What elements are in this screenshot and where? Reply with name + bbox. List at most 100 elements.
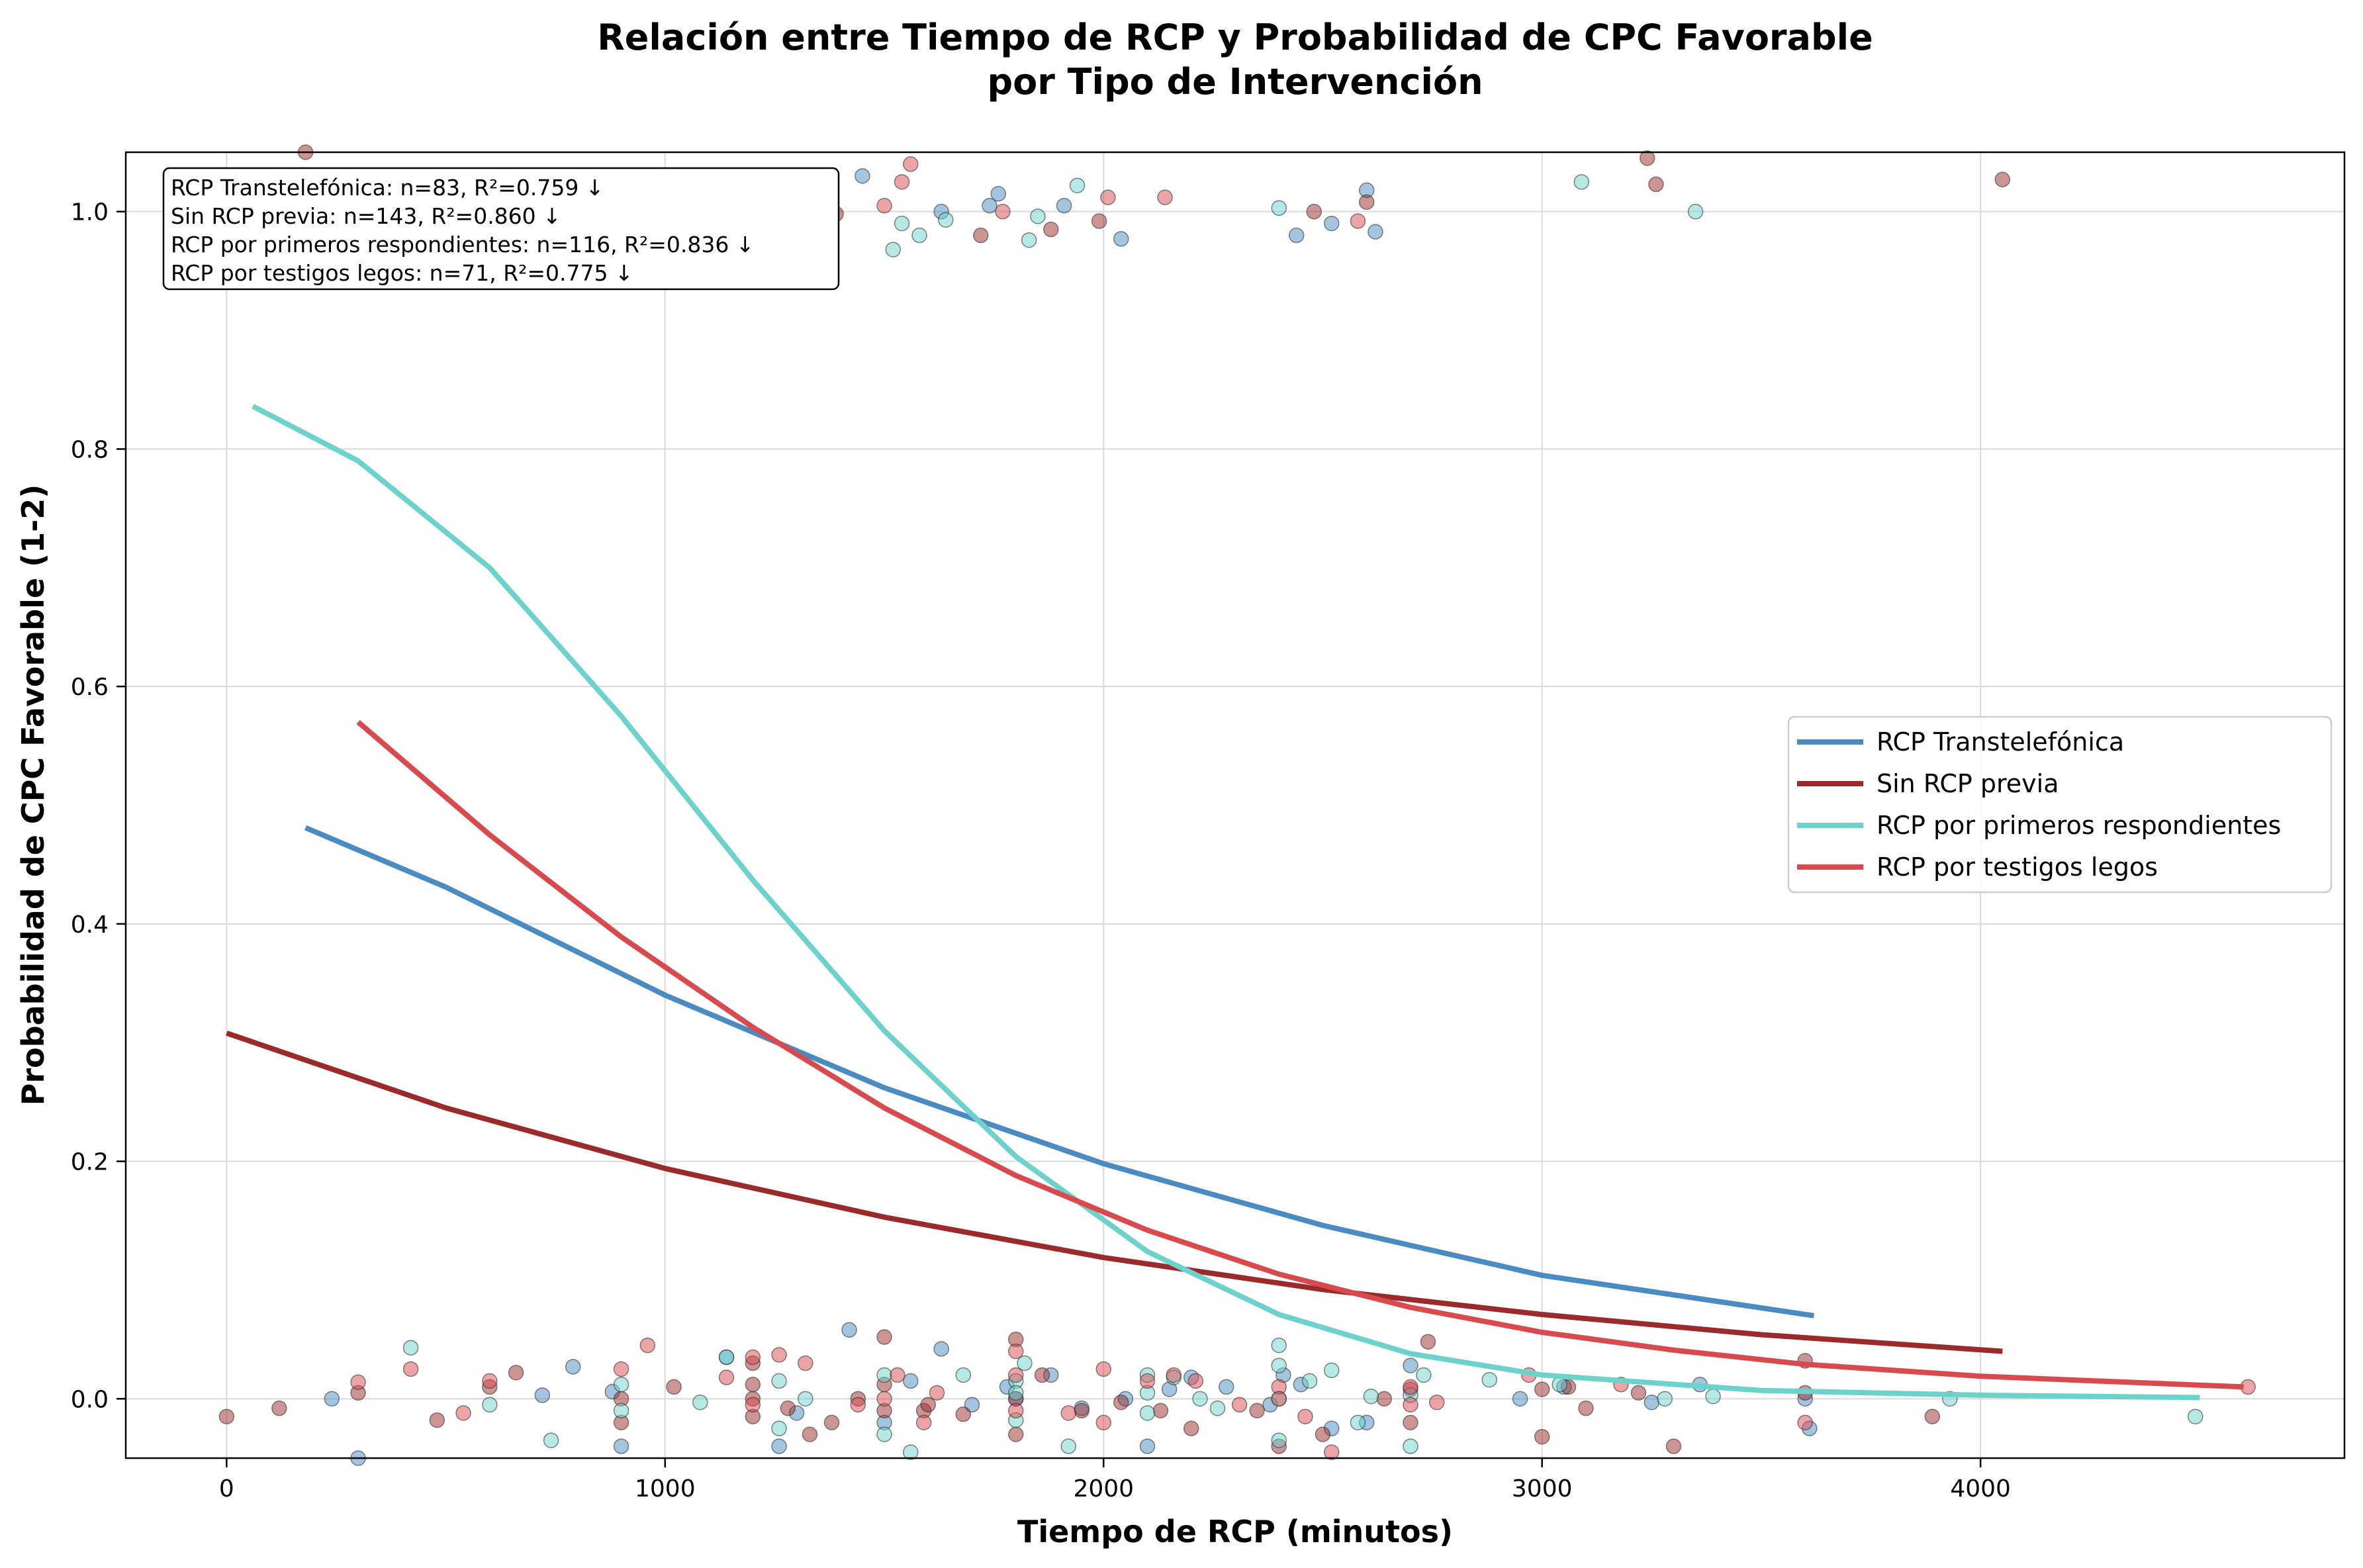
fit-curves (226, 404, 2244, 1401)
data-point (1350, 1414, 1366, 1430)
data-point (1705, 1388, 1721, 1405)
data-point (1219, 1379, 1234, 1395)
data-point (1231, 1397, 1248, 1413)
data-point (929, 1385, 945, 1401)
x-tick-label: 1000 (635, 1475, 696, 1502)
legend-label-4: RCP por testigos legos (1876, 853, 2158, 882)
y-axis-label: Probabilidad de CPC Favorable (1-2) (15, 484, 51, 1106)
data-point (1008, 1426, 1024, 1442)
fit-curve-2 (226, 1031, 2003, 1354)
data-point (876, 1367, 892, 1383)
data-point (771, 1420, 787, 1436)
data-point (850, 1397, 866, 1413)
data-point (1021, 232, 1037, 248)
data-point (1657, 1391, 1673, 1407)
data-point (1183, 1420, 1199, 1436)
data-point (911, 227, 927, 244)
data-point (1534, 1381, 1550, 1397)
data-point (543, 1432, 559, 1448)
data-point (692, 1394, 708, 1410)
data-point (429, 1412, 445, 1428)
data-point (798, 1391, 813, 1407)
legend-label-1: RCP Transtelefónica (1876, 727, 2124, 757)
data-point (1639, 150, 1655, 166)
data-point (890, 1367, 905, 1383)
annotation-line-1: RCP Transtelefónica: n=83, R²=0.759 ↓ (171, 175, 604, 201)
data-point (1271, 1358, 1287, 1373)
data-point (1797, 1414, 1813, 1430)
data-point (745, 1377, 761, 1393)
plot-frame (124, 151, 2346, 1459)
data-point (1192, 1391, 1208, 1407)
data-point (1630, 1385, 1647, 1401)
data-point (1687, 203, 1704, 220)
data-point (324, 1391, 340, 1407)
data-point (1358, 194, 1375, 210)
data-point (1074, 1403, 1089, 1419)
data-point (2188, 1408, 2203, 1424)
data-point (1187, 1373, 1204, 1389)
data-point (271, 1400, 287, 1416)
legend-label-3: RCP por primeros respondientes (1876, 811, 2281, 840)
annotation-box: RCP Transtelefónica: n=83, R²=0.759 ↓ Si… (162, 167, 840, 291)
data-point (639, 1337, 656, 1354)
data-point (1994, 171, 2011, 188)
annotation-line-2: Sin RCP previa: n=143, R²=0.860 ↓ (171, 203, 561, 229)
fit-curve-1 (304, 825, 1814, 1318)
data-point (1416, 1367, 1432, 1383)
data-point (876, 1426, 892, 1442)
scatter-points (218, 144, 2256, 1466)
data-point (402, 1361, 419, 1377)
data-point (995, 203, 1011, 220)
fit-curve-3 (252, 404, 2200, 1401)
data-point (1481, 1371, 1497, 1388)
data-point (1350, 213, 1366, 229)
data-point (1113, 231, 1129, 247)
data-point (823, 1414, 840, 1430)
data-point (1534, 1428, 1550, 1445)
data-point (876, 197, 892, 214)
data-point (1008, 1403, 1024, 1419)
data-point (1363, 1388, 1379, 1405)
data-point (1060, 1405, 1077, 1421)
data-point (455, 1405, 471, 1421)
data-point (1056, 197, 1072, 214)
data-point (1573, 174, 1590, 190)
data-point (964, 1397, 980, 1413)
data-point (894, 174, 910, 190)
data-point (1428, 1394, 1445, 1410)
data-point (1323, 1444, 1340, 1460)
data-point (1113, 1394, 1129, 1410)
data-point (482, 1397, 498, 1413)
data-point (798, 1355, 813, 1371)
data-point (876, 1391, 892, 1407)
data-point (802, 1426, 818, 1442)
data-point (771, 1438, 787, 1454)
annotation-line-4: RCP por testigos legos: n=71, R²=0.775 ↓ (171, 260, 633, 286)
data-point (903, 1444, 919, 1460)
data-point (718, 1369, 735, 1385)
data-point (1297, 1408, 1313, 1424)
data-point (1095, 1361, 1112, 1377)
y-tick-label: 0.4 (71, 911, 109, 939)
data-point (1008, 1385, 1024, 1401)
data-point (982, 197, 997, 214)
y-tick-label: 0.0 (71, 1386, 109, 1413)
data-point (1323, 1362, 1340, 1379)
data-point (1315, 1426, 1331, 1442)
data-point (1552, 1377, 1567, 1393)
data-point (1403, 1414, 1418, 1430)
data-point (1008, 1367, 1024, 1383)
data-point (933, 1341, 949, 1357)
data-point (1091, 213, 1107, 229)
y-tick-label: 0.2 (71, 1149, 109, 1176)
legend-label-2: Sin RCP previa (1876, 769, 2059, 798)
data-point (1301, 1373, 1318, 1389)
y-tick-label: 0.8 (71, 436, 109, 463)
x-tick-label: 0 (219, 1475, 234, 1502)
data-point (973, 227, 989, 244)
y-tick-label: 1.0 (71, 199, 109, 226)
data-point (613, 1438, 629, 1454)
data-point (990, 186, 1007, 202)
